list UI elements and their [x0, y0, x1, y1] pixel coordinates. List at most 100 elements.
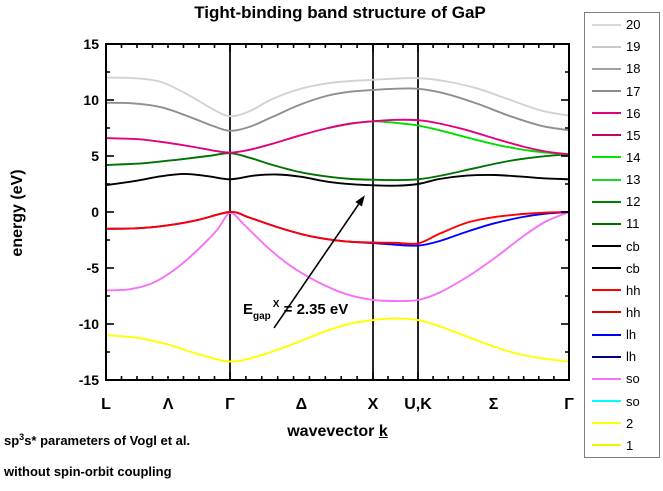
legend-line-sample	[592, 23, 621, 26]
legend-item-16-4: 16	[585, 103, 659, 124]
legend: 20 19 18 17 16 15 14 13 12 11 cb cb hh hh lh lh so so 2 1	[584, 12, 660, 458]
x-axis-label-text: wavevector	[287, 423, 379, 440]
x-tick-label-Σ: Σ	[488, 396, 499, 413]
legend-item-lh-15: lh	[585, 346, 659, 367]
legend-item-so-17: so	[585, 391, 659, 412]
legend-label: cb	[626, 238, 640, 254]
gap-arrow-line	[273, 203, 360, 329]
legend-item-15-5: 15	[585, 125, 659, 146]
legend-line-sample	[592, 333, 621, 336]
legend-label: 16	[626, 105, 641, 121]
legend-item-cb-10: cb	[585, 236, 659, 257]
band-curve-band-17-18	[106, 87, 569, 132]
legend-label: 1	[626, 437, 634, 453]
band-curve-band-so	[106, 211, 569, 302]
x-tick-label-Γ: Γ	[225, 396, 235, 413]
gap-value: = 2.35 eV	[279, 301, 349, 318]
legend-line-sample	[592, 134, 621, 137]
legend-item-18-2: 18	[585, 58, 659, 79]
legend-label: 15	[626, 127, 641, 143]
legend-item-11-9: 11	[585, 213, 659, 234]
legend-label: 17	[626, 83, 641, 99]
gap-arrow-head	[355, 195, 365, 207]
y-tick-label-10: 10	[83, 92, 99, 108]
gap-annotation: EgapX = 2.35 eV	[243, 299, 349, 322]
legend-item-17-3: 17	[585, 81, 659, 102]
band-curve-band-19-20	[106, 76, 569, 118]
legend-item-1-19: 1	[585, 435, 659, 456]
x-axis-label-k: k	[378, 423, 388, 440]
legend-line-sample	[592, 90, 621, 93]
y-axis-label: energy (eV)	[9, 169, 26, 257]
x-tick-label-L: L	[101, 396, 111, 413]
band-curve-band-hh	[106, 211, 569, 245]
legend-line-sample	[592, 200, 621, 203]
legend-label: 12	[626, 194, 641, 210]
legend-line-sample	[592, 178, 621, 181]
legend-line-sample	[592, 422, 621, 425]
legend-line-sample	[592, 222, 621, 225]
legend-line-sample	[592, 245, 621, 248]
band-curve-band-11-12	[106, 152, 569, 182]
legend-label: 18	[626, 61, 641, 77]
band-curve-band-15-16	[106, 118, 569, 156]
x-axis-label: wavevector k	[106, 423, 569, 441]
gap-subscript: gap	[253, 311, 271, 322]
legend-item-hh-12: hh	[585, 280, 659, 301]
legend-label: 19	[626, 39, 641, 55]
band-curve-band-1-2	[106, 317, 569, 363]
legend-label: 2	[626, 415, 634, 431]
legend-line-sample	[592, 267, 621, 270]
legend-line-sample	[592, 67, 621, 70]
legend-label: 20	[626, 17, 641, 33]
legend-label: 13	[626, 172, 641, 188]
legend-label: so	[626, 393, 640, 409]
y-tick-label--10: -10	[78, 316, 99, 332]
chart-title: Tight-binding band structure of GaP	[194, 3, 486, 22]
legend-item-12-8: 12	[585, 191, 659, 212]
legend-line-sample	[592, 45, 621, 48]
legend-label: 14	[626, 149, 641, 165]
legend-item-lh-14: lh	[585, 324, 659, 345]
x-tick-label-Λ: Λ	[162, 396, 174, 413]
y-tick-label-5: 5	[91, 148, 99, 164]
legend-item-14-6: 14	[585, 147, 659, 168]
legend-label: cb	[626, 260, 640, 276]
legend-item-hh-13: hh	[585, 302, 659, 323]
y-tick-label--15: -15	[78, 372, 99, 388]
legend-line-sample	[592, 355, 621, 358]
legend-line-sample	[592, 377, 621, 380]
x-tick-label-Γ: Γ	[564, 396, 574, 413]
x-tick-label-X: X	[367, 396, 379, 413]
legend-label: hh	[626, 304, 641, 320]
gap-symbol: E	[243, 301, 254, 318]
legend-label: so	[626, 371, 640, 387]
legend-item-so-16: so	[585, 368, 659, 389]
band-curve-band-cb	[106, 172, 569, 187]
legend-line-sample	[592, 289, 621, 292]
legend-label: 11	[626, 216, 640, 232]
legend-line-sample	[592, 444, 621, 447]
x-tick-label-Δ: Δ	[295, 396, 308, 413]
footnote-spin-orbit: without spin-orbit coupling	[4, 464, 172, 479]
legend-line-sample	[592, 156, 621, 159]
footnote-parameters: sp3s* parameters of Vogl et al.	[4, 432, 191, 448]
legend-label: lh	[626, 327, 637, 343]
legend-item-20-0: 20	[585, 14, 659, 35]
legend-item-13-7: 13	[585, 169, 659, 190]
y-tick-label--5: -5	[86, 260, 99, 276]
legend-label: hh	[626, 282, 641, 298]
legend-item-19-1: 19	[585, 36, 659, 57]
legend-label: lh	[626, 349, 637, 365]
gap-superscript: X	[272, 299, 280, 310]
y-tick-label-0: 0	[91, 204, 99, 220]
legend-line-sample	[592, 400, 621, 403]
legend-item-cb-11: cb	[585, 258, 659, 279]
legend-line-sample	[592, 311, 621, 314]
legend-line-sample	[592, 112, 621, 115]
x-tick-label-U,K: U,K	[404, 396, 432, 413]
legend-item-2-18: 2	[585, 413, 659, 434]
y-tick-label-15: 15	[83, 36, 99, 52]
